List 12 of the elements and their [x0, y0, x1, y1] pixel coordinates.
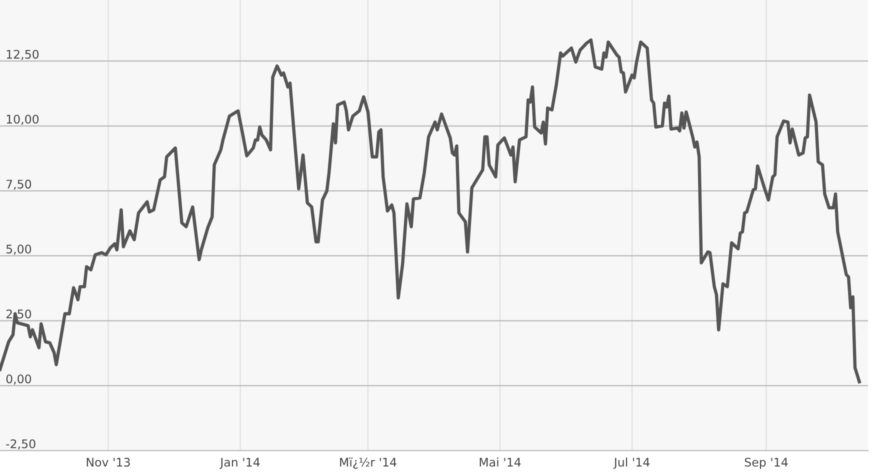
x-tick-label: Sep '14: [744, 458, 788, 469]
x-tick-label: Mï¿½r '14: [340, 458, 396, 469]
y-tick-label: -2,50: [6, 439, 36, 450]
y-tick-label: 10,00: [6, 114, 39, 125]
y-tick-label: 5,00: [6, 244, 32, 255]
y-tick-label: 12,50: [6, 50, 39, 60]
y-tick-label: 7,50: [6, 180, 32, 190]
x-tick-label: Jan '14: [220, 458, 260, 469]
x-tick-label: Jul '14: [613, 458, 650, 469]
y-tick-label: 0,00: [6, 374, 32, 385]
x-tick-label: Mai '14: [480, 458, 521, 467]
x-tick-label: Nov '13: [86, 458, 130, 467]
